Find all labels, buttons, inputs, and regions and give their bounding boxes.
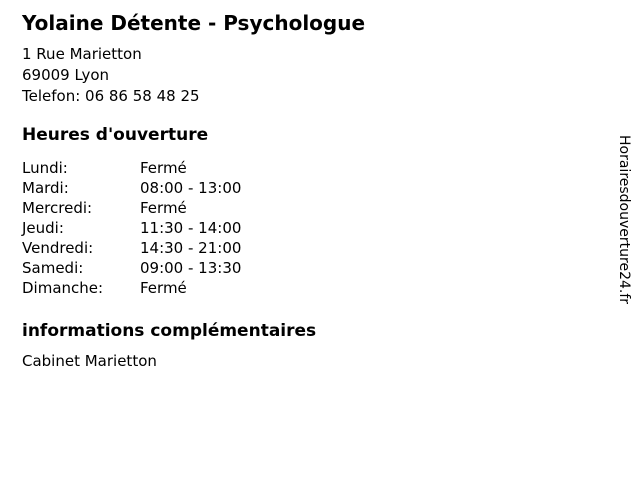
hours-row-thursday: Jeudi: 11:30 - 14:00 (22, 218, 600, 238)
hours-row-friday: Vendredi: 14:30 - 21:00 (22, 238, 600, 258)
time-value: 09:00 - 13:30 (140, 259, 242, 277)
day-label: Mardi: (22, 179, 69, 197)
day-label: Lundi: (22, 159, 68, 177)
time-value: Fermé (140, 159, 187, 177)
address-street: 1 Rue Marietton (22, 45, 142, 63)
hours-row-saturday: Samedi: 09:00 - 13:30 (22, 258, 600, 278)
day-label: Vendredi: (22, 239, 94, 257)
time-value: 14:30 - 21:00 (140, 239, 242, 257)
time-value: Fermé (140, 199, 187, 217)
phone-line: Telefon: 06 86 58 48 25 (22, 87, 200, 105)
hours-row-sunday: Dimanche: Fermé (22, 278, 600, 298)
time-value: Fermé (140, 279, 187, 297)
site-watermark: Horairesdouverture24.fr (616, 135, 632, 305)
additional-info-heading: informations complémentaires (22, 321, 317, 341)
hours-row-wednesday: Mercredi: Fermé (22, 198, 600, 218)
opening-hours-heading: Heures d'ouverture (22, 125, 209, 145)
day-label: Dimanche: (22, 279, 104, 297)
address-city: 69009 Lyon (22, 66, 110, 84)
main-content: Yolaine Détente - Psychologue 1 Rue Mari… (22, 0, 600, 372)
additional-info-text: Cabinet Marietton (22, 352, 157, 370)
hours-row-tuesday: Mardi: 08:00 - 13:00 (22, 178, 600, 198)
opening-hours-table: Lundi: Fermé Mardi: 08:00 - 13:00 Mercre… (22, 158, 600, 298)
page-title: Yolaine Détente - Psychologue (22, 11, 366, 35)
address-block: 1 Rue Marietton 69009 Lyon Telefon: 06 8… (22, 44, 600, 107)
day-label: Mercredi: (22, 199, 93, 217)
time-value: 08:00 - 13:00 (140, 179, 242, 197)
day-label: Jeudi: (22, 219, 64, 237)
day-label: Samedi: (22, 259, 84, 277)
time-value: 11:30 - 14:00 (140, 219, 242, 237)
hours-row-monday: Lundi: Fermé (22, 158, 600, 178)
